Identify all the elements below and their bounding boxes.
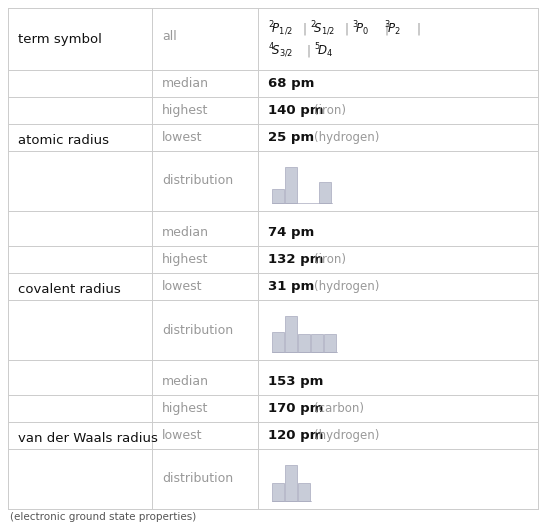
Bar [319,182,331,203]
Text: (carbon): (carbon) [314,402,364,415]
Text: |: | [416,22,420,36]
Text: (iron): (iron) [314,253,346,266]
Text: lowest: lowest [162,280,203,293]
Text: 31 pm: 31 pm [268,280,314,293]
Bar [298,334,310,352]
Text: atomic radius: atomic radius [18,134,109,147]
Text: |: | [302,22,306,36]
Text: $^3\!P_2$: $^3\!P_2$ [384,20,401,38]
Text: median: median [162,375,209,388]
Text: $^5\!D_4$: $^5\!D_4$ [314,41,334,61]
Bar [324,334,336,352]
Text: (hydrogen): (hydrogen) [314,131,379,144]
Text: covalent radius: covalent radius [18,283,121,296]
Text: 153 pm: 153 pm [268,375,323,388]
Text: $^2\!P_{1/2}$: $^2\!P_{1/2}$ [268,20,293,38]
Bar [272,332,284,352]
Text: 132 pm: 132 pm [268,253,323,266]
Text: (iron): (iron) [314,104,346,117]
Text: highest: highest [162,104,209,117]
Text: $^3\!P_0$: $^3\!P_0$ [352,20,370,38]
Text: 170 pm: 170 pm [268,402,323,415]
Text: 68 pm: 68 pm [268,77,314,90]
Text: 120 pm: 120 pm [268,429,323,442]
Text: (hydrogen): (hydrogen) [314,429,379,442]
Text: lowest: lowest [162,131,203,144]
Text: (hydrogen): (hydrogen) [314,280,379,293]
Bar [285,316,297,352]
Text: distribution: distribution [162,323,233,337]
Text: distribution: distribution [162,175,233,187]
Text: (electronic ground state properties): (electronic ground state properties) [10,512,196,522]
Text: van der Waals radius: van der Waals radius [18,432,158,445]
Text: |: | [384,22,388,36]
Bar [311,334,323,352]
Text: |: | [344,22,348,36]
Text: $^2\!S_{1/2}$: $^2\!S_{1/2}$ [310,20,335,38]
Text: all: all [162,30,177,42]
Bar [285,465,297,501]
Text: |: | [306,45,310,57]
Text: 140 pm: 140 pm [268,104,323,117]
Bar [298,483,310,501]
Bar [285,167,297,203]
Bar [272,190,284,203]
Text: distribution: distribution [162,473,233,485]
Text: lowest: lowest [162,429,203,442]
Text: median: median [162,77,209,90]
Text: 74 pm: 74 pm [268,226,314,239]
Text: $^4\!S_{3/2}$: $^4\!S_{3/2}$ [268,42,293,60]
Text: highest: highest [162,253,209,266]
Text: 25 pm: 25 pm [268,131,314,144]
Text: median: median [162,226,209,239]
Bar [272,483,284,501]
Text: highest: highest [162,402,209,415]
Text: term symbol: term symbol [18,32,102,46]
